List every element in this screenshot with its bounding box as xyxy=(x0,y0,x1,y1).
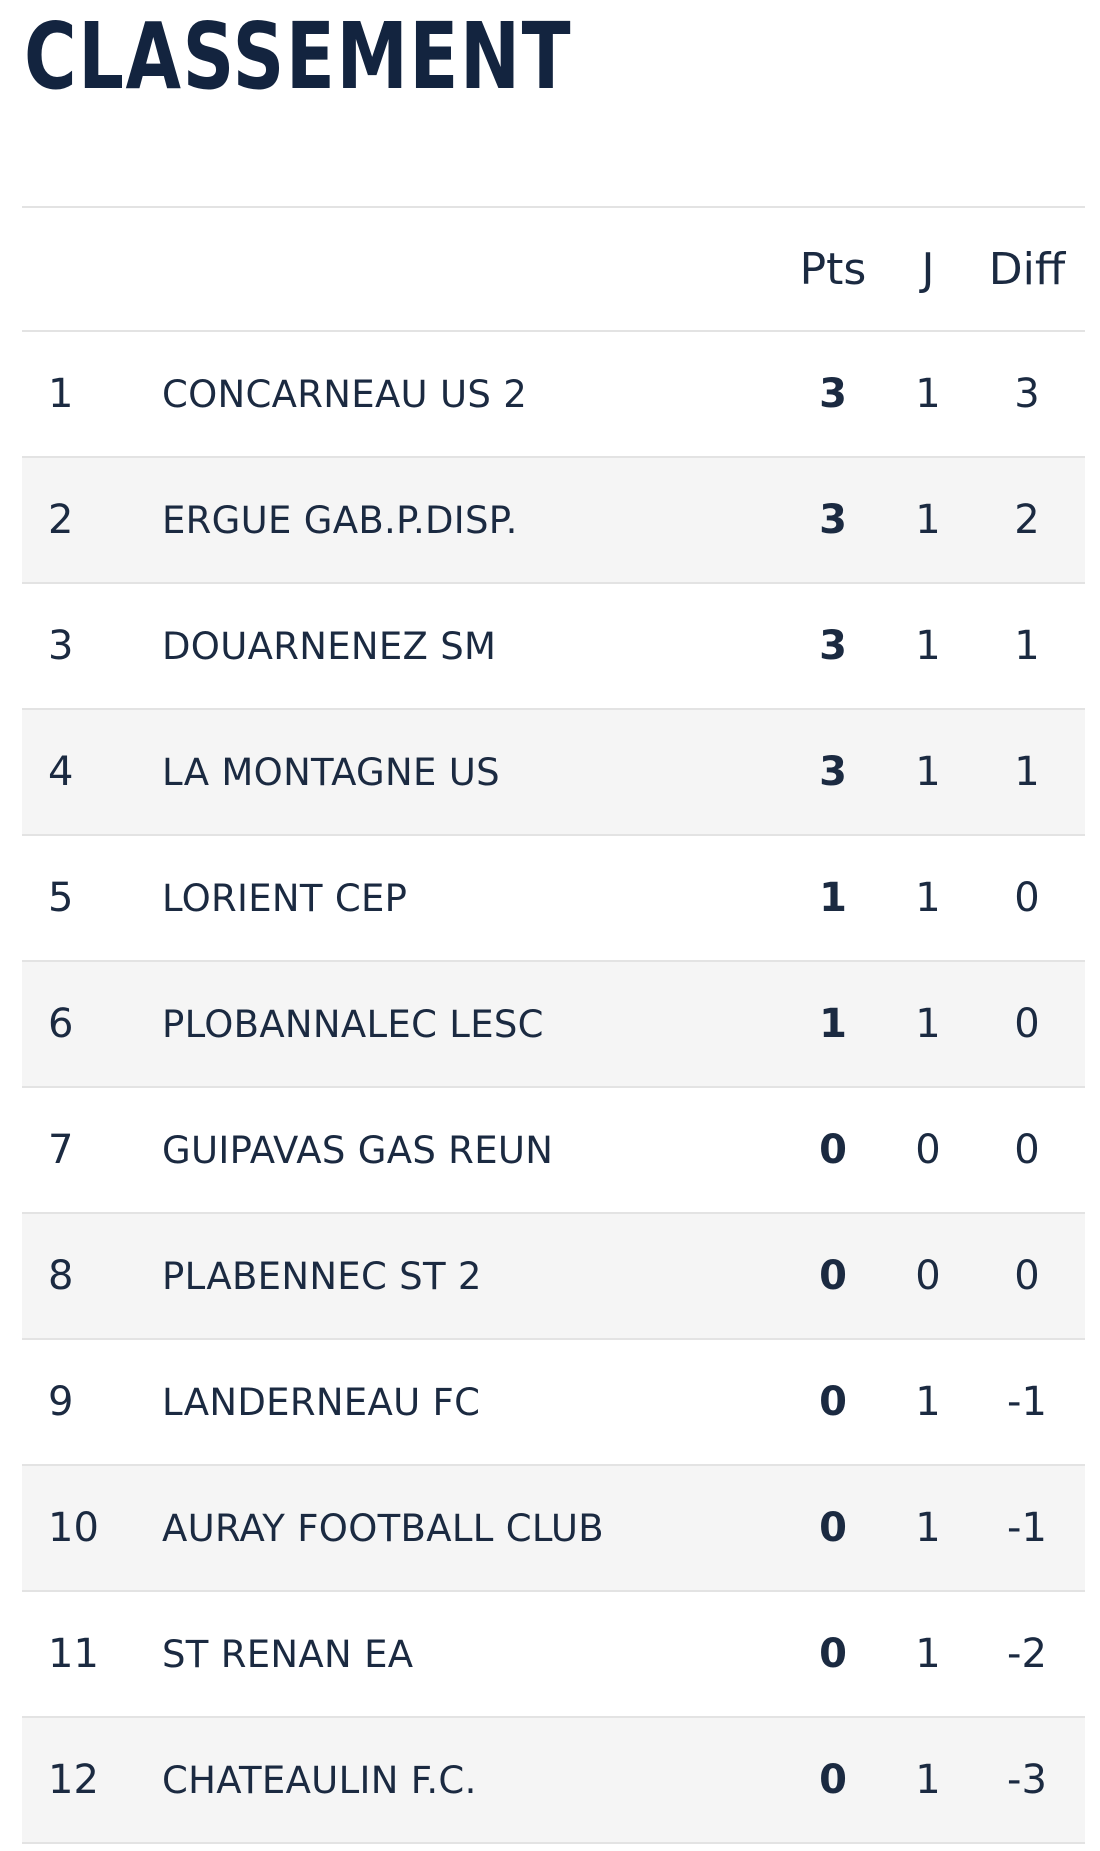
played-cell: 1 xyxy=(915,623,941,669)
table-row: 5 LORIENT CEP 1 1 0 xyxy=(22,836,1085,962)
goal-diff-cell: 0 xyxy=(1014,875,1040,921)
goal-diff-cell: 0 xyxy=(1014,1001,1040,1047)
team-name-cell: DOUARNENEZ SM xyxy=(162,624,497,668)
played-cell: 1 xyxy=(915,497,941,543)
team-name-cell: ST RENAN EA xyxy=(162,1632,414,1676)
points-cell: 0 xyxy=(819,1505,847,1551)
table-row: 4 LA MONTAGNE US 3 1 1 xyxy=(22,710,1085,836)
table-row: 11 ST RENAN EA 0 1 -2 xyxy=(22,1592,1085,1718)
table-row: 3 DOUARNENEZ SM 3 1 1 xyxy=(22,584,1085,710)
goal-diff-cell: 2 xyxy=(1014,497,1040,543)
team-name-cell: LANDERNEAU FC xyxy=(162,1380,481,1424)
goal-diff-cell: -1 xyxy=(1007,1379,1047,1425)
points-cell: 3 xyxy=(819,749,847,795)
rank-cell: 9 xyxy=(48,1379,74,1425)
team-name-cell: AURAY FOOTBALL CLUB xyxy=(162,1506,604,1550)
points-cell: 1 xyxy=(819,875,847,921)
points-cell: 0 xyxy=(819,1127,847,1173)
team-name-cell: LA MONTAGNE US xyxy=(162,750,500,794)
column-header-diff: Diff xyxy=(988,243,1066,295)
table-row: 10 AURAY FOOTBALL CLUB 0 1 -1 xyxy=(22,1466,1085,1592)
played-cell: 1 xyxy=(915,875,941,921)
played-cell: 1 xyxy=(915,1001,941,1047)
column-header-j: J xyxy=(921,243,935,295)
rank-cell: 4 xyxy=(48,749,74,795)
rank-cell: 10 xyxy=(48,1505,99,1551)
column-header-pts: Pts xyxy=(799,243,867,295)
played-cell: 1 xyxy=(915,749,941,795)
rank-cell: 5 xyxy=(48,875,74,921)
team-name-cell: PLABENNEC ST 2 xyxy=(162,1254,482,1298)
table-row: 1 CONCARNEAU US 2 3 1 3 xyxy=(22,332,1085,458)
goal-diff-cell: 3 xyxy=(1014,371,1040,417)
goal-diff-cell: -2 xyxy=(1007,1631,1047,1677)
team-name-cell: LORIENT CEP xyxy=(162,876,408,920)
table-row: 9 LANDERNEAU FC 0 1 -1 xyxy=(22,1340,1085,1466)
goal-diff-cell: 0 xyxy=(1014,1253,1040,1299)
played-cell: 1 xyxy=(915,371,941,417)
played-cell: 1 xyxy=(915,1379,941,1425)
rank-cell: 6 xyxy=(48,1001,74,1047)
rank-cell: 7 xyxy=(48,1127,74,1173)
table-row: 8 PLABENNEC ST 2 0 0 0 xyxy=(22,1214,1085,1340)
team-name-cell: ERGUE GAB.P.DISP. xyxy=(162,498,518,542)
table-row: 12 CHATEAULIN F.C. 0 1 -3 xyxy=(22,1718,1085,1844)
points-cell: 0 xyxy=(819,1379,847,1425)
points-cell: 1 xyxy=(819,1001,847,1047)
played-cell: 0 xyxy=(915,1127,941,1173)
points-cell: 3 xyxy=(819,623,847,669)
points-cell: 0 xyxy=(819,1631,847,1677)
points-cell: 0 xyxy=(819,1253,847,1299)
points-cell: 0 xyxy=(819,1757,847,1803)
played-cell: 1 xyxy=(915,1505,941,1551)
team-name-cell: CHATEAULIN F.C. xyxy=(162,1758,477,1802)
goal-diff-cell: 0 xyxy=(1014,1127,1040,1173)
table-row: 6 PLOBANNALEC LESC 1 1 0 xyxy=(22,962,1085,1088)
goal-diff-cell: -1 xyxy=(1007,1505,1047,1551)
team-name-cell: PLOBANNALEC LESC xyxy=(162,1002,544,1046)
played-cell: 0 xyxy=(915,1253,941,1299)
team-name-cell: CONCARNEAU US 2 xyxy=(162,372,528,416)
goal-diff-cell: -3 xyxy=(1007,1757,1047,1803)
standings-table: Pts J Diff 1 CONCARNEAU US 2 3 1 3 2 ERG… xyxy=(22,206,1085,1844)
played-cell: 1 xyxy=(915,1631,941,1677)
team-name-cell: GUIPAVAS GAS REUN xyxy=(162,1128,554,1172)
rank-cell: 11 xyxy=(48,1631,99,1677)
points-cell: 3 xyxy=(819,497,847,543)
rank-cell: 8 xyxy=(48,1253,74,1299)
rank-cell: 12 xyxy=(48,1757,99,1803)
table-row: 7 GUIPAVAS GAS REUN 0 0 0 xyxy=(22,1088,1085,1214)
rank-cell: 1 xyxy=(48,371,74,417)
rank-cell: 3 xyxy=(48,623,74,669)
points-cell: 3 xyxy=(819,371,847,417)
goal-diff-cell: 1 xyxy=(1014,623,1040,669)
page-title: CLASSEMENT xyxy=(24,3,573,110)
goal-diff-cell: 1 xyxy=(1014,749,1040,795)
played-cell: 1 xyxy=(915,1757,941,1803)
rank-cell: 2 xyxy=(48,497,74,543)
table-row: 2 ERGUE GAB.P.DISP. 3 1 2 xyxy=(22,458,1085,584)
table-header-row: Pts J Diff xyxy=(22,208,1085,332)
